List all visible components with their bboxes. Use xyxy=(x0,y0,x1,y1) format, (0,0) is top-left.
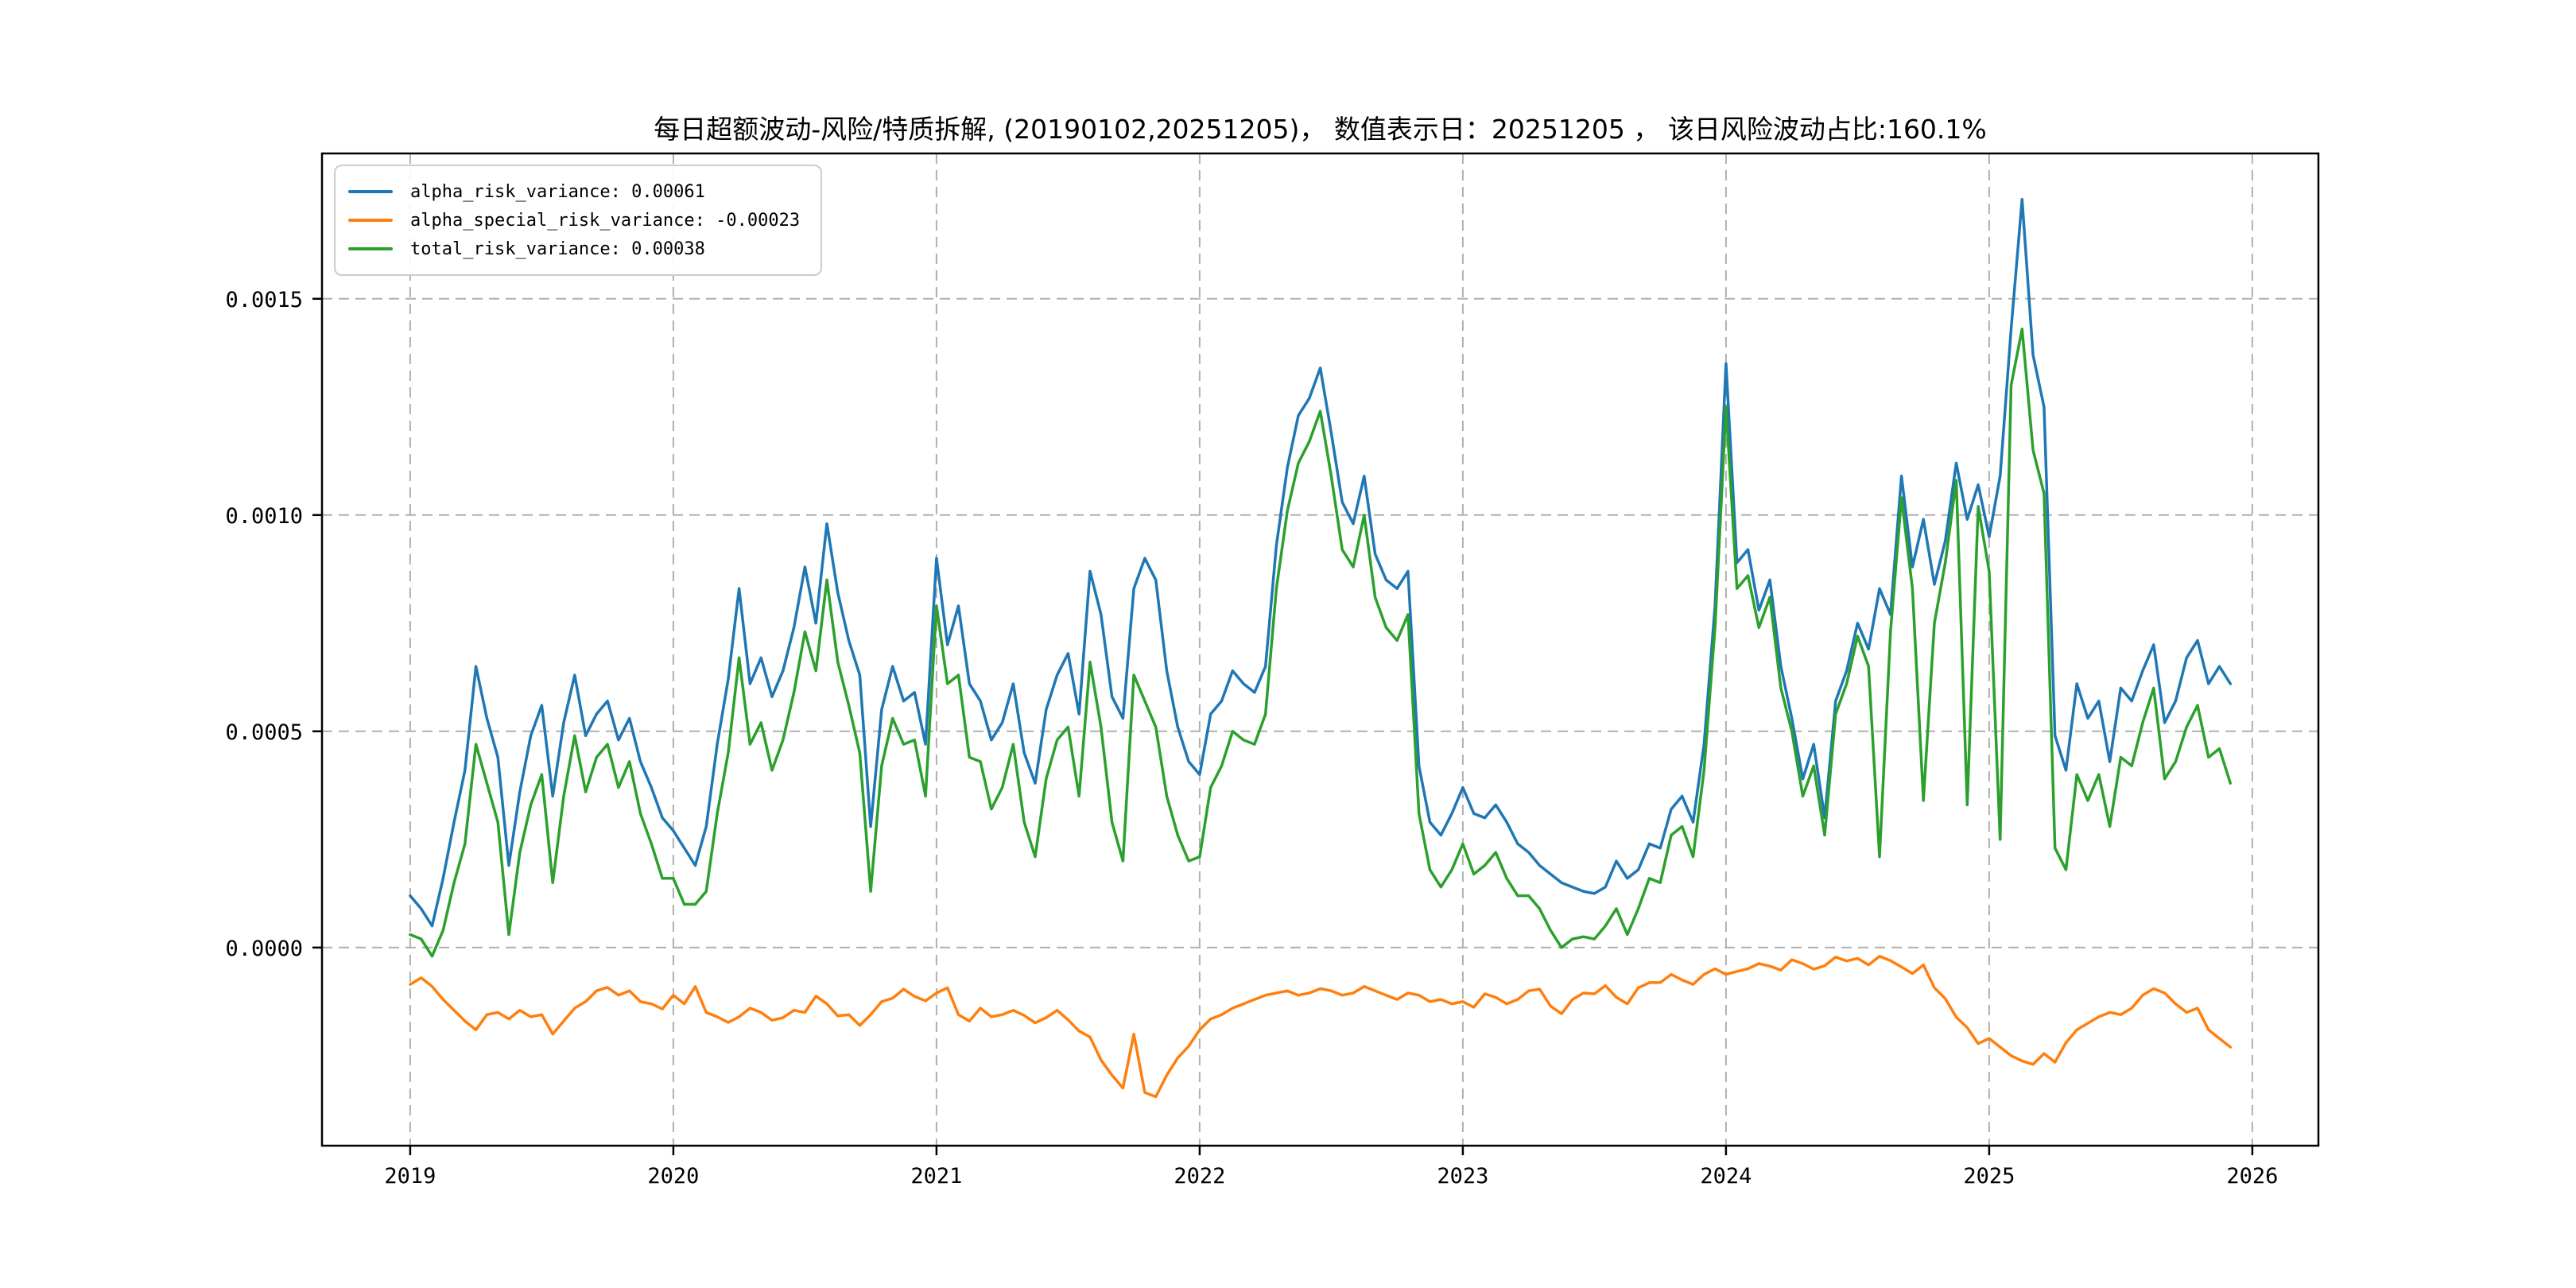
legend-item-alpha-risk-variance: alpha_risk_variance: 0.00061 xyxy=(348,177,800,206)
legend-swatch-alpha-risk-variance xyxy=(348,190,393,193)
legend-item-alpha-special-risk-variance: alpha_special_risk_variance: -0.00023 xyxy=(348,206,800,235)
series-line-alpha_risk_variance xyxy=(409,197,2233,928)
legend: alpha_risk_variance: 0.00061 alpha_speci… xyxy=(334,165,823,276)
y-tick-label: 0.0015 xyxy=(225,288,303,312)
legend-item-total-risk-variance: total_risk_variance: 0.00038 xyxy=(348,235,800,263)
x-tick-label: 2021 xyxy=(910,1164,962,1189)
y-tick-label: 0.0000 xyxy=(225,937,303,961)
x-tick-label: 2026 xyxy=(2226,1164,2278,1189)
legend-swatch-alpha-special-risk-variance xyxy=(348,219,393,222)
x-tick-label: 2025 xyxy=(1963,1164,2015,1189)
x-tick-label: 2023 xyxy=(1437,1164,1488,1189)
legend-label: alpha_special_risk_variance: -0.00023 xyxy=(410,210,801,231)
axes-spines xyxy=(320,152,2320,1147)
legend-swatch-total-risk-variance xyxy=(348,247,393,250)
x-tick-label: 2022 xyxy=(1174,1164,1225,1189)
series-line-alpha_special_risk_variance xyxy=(409,954,2233,1099)
legend-label: alpha_risk_variance: 0.00061 xyxy=(410,181,705,202)
y-tick-label: 0.0010 xyxy=(225,504,303,529)
y-tick-label: 0.0005 xyxy=(225,720,303,745)
x-tick-label: 2019 xyxy=(384,1164,436,1189)
x-tick-label: 2024 xyxy=(1700,1164,1752,1189)
x-tick-label: 2020 xyxy=(647,1164,699,1189)
chart-title: 每日超额波动-风险/特质拆解, (20190102,20251205)， 数值表… xyxy=(654,114,1987,145)
series-line-total_risk_variance xyxy=(409,328,2233,958)
legend-label: total_risk_variance: 0.00038 xyxy=(410,239,705,259)
